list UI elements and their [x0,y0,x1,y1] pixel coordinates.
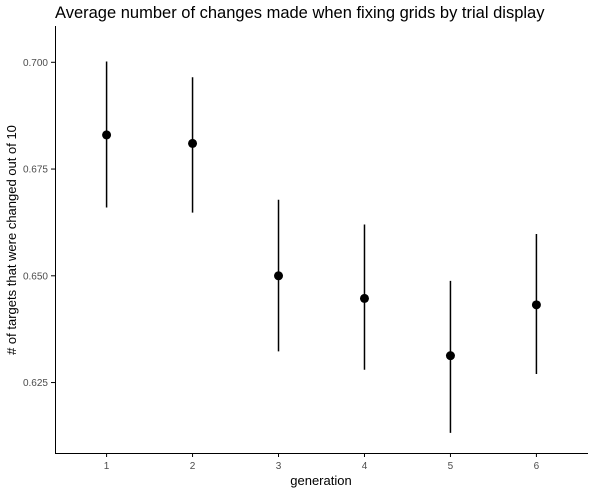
data-point [531,300,541,310]
y-ticks: 0.625 0.650 0.675 0.700 [23,58,55,389]
x-tick-label: 1 [104,461,110,472]
x-tick-label: 3 [276,461,282,472]
data-point [102,130,112,140]
data-point [188,138,198,148]
x-tick-label: 4 [362,461,368,472]
error-bars [105,61,538,433]
data-point [359,293,369,303]
data-point [445,351,455,361]
y-tick-label: 0.625 [23,378,48,389]
y-axis-label: # of targets that were changed out of 10 [4,125,19,355]
x-ticks: 1 2 3 4 5 6 [104,453,540,472]
data-points [102,130,541,361]
y-tick-label: 0.650 [23,271,48,282]
x-tick-label: 6 [534,461,540,472]
y-tick-label: 0.675 [23,165,48,176]
x-tick-label: 5 [448,461,454,472]
x-axis-label: generation [290,473,351,488]
data-point [274,271,284,281]
x-tick-label: 2 [190,461,196,472]
y-tick-label: 0.700 [23,58,48,69]
chart-title: Average number of changes made when fixi… [55,4,545,22]
